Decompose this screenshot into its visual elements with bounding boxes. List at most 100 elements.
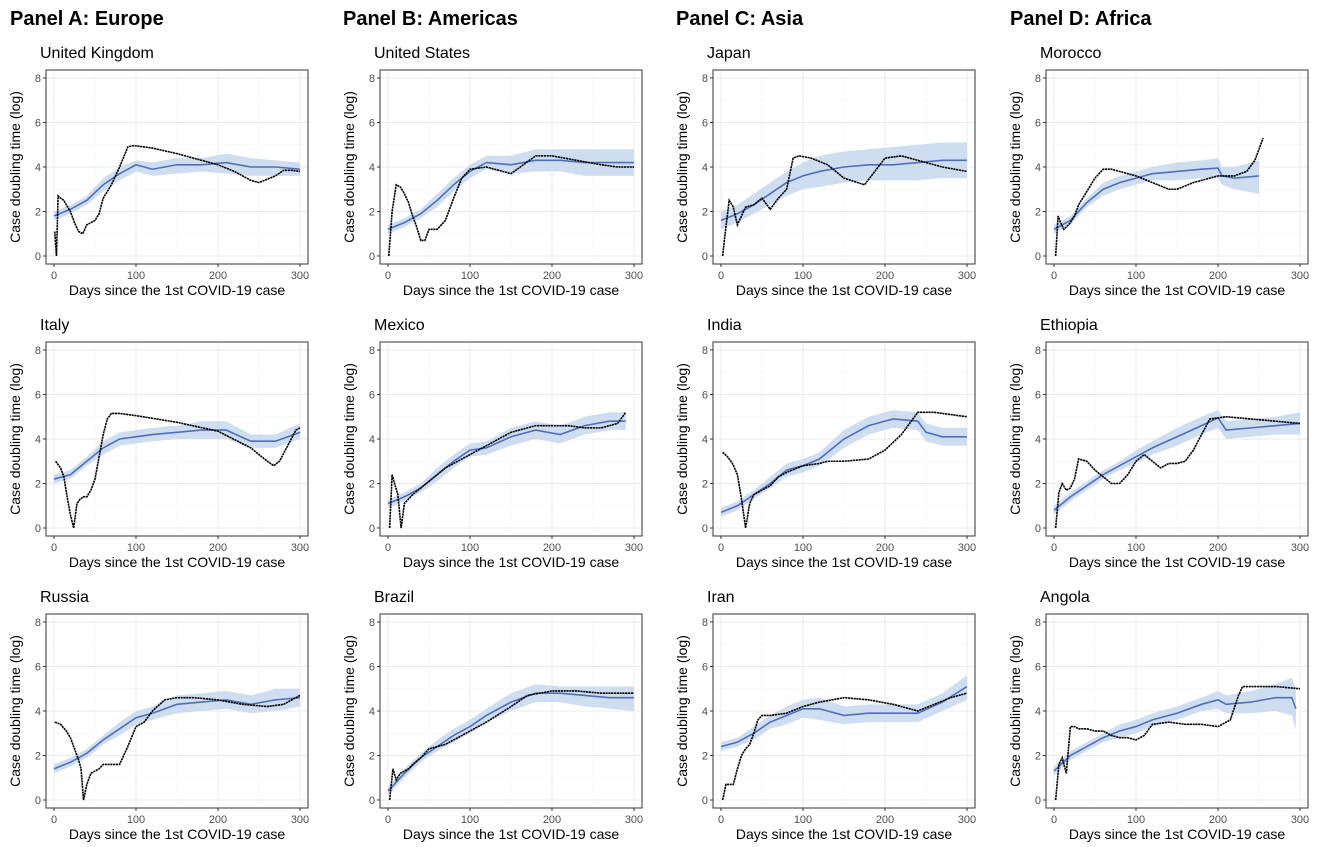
y-axis-title: Case doubling time (log) (1007, 91, 1023, 243)
x-tick-label: 0 (1051, 270, 1057, 282)
y-tick-label: 6 (35, 118, 41, 130)
x-axis-title: Days since the 1st COVID-19 case (403, 282, 620, 298)
y-tick-label: 2 (702, 479, 708, 491)
x-tick-label: 100 (794, 814, 812, 826)
y-tick-label: 2 (369, 207, 375, 219)
y-tick-label: 0 (35, 523, 41, 535)
y-axis-title: Case doubling time (log) (674, 635, 690, 787)
x-tick-label: 100 (1127, 542, 1145, 554)
y-axis-title: Case doubling time (log) (341, 635, 357, 787)
x-tick-label: 100 (461, 270, 479, 282)
x-tick-label: 100 (127, 814, 145, 826)
x-tick-label: 100 (794, 542, 812, 554)
chart-italy: Italy 0 2 4 6 8 0 100 200 300 Days since the 1st C… (7, 317, 309, 570)
y-axis-title: Case doubling time (log) (341, 363, 357, 515)
y-tick-label: 4 (702, 706, 708, 718)
y-tick-label: 8 (1035, 345, 1041, 357)
y-axis-title: Case doubling time (log) (341, 91, 357, 243)
chart-title: Iran (707, 589, 735, 606)
x-tick-label: 0 (51, 814, 57, 826)
chart-title: India (707, 317, 742, 334)
y-tick-label: 8 (702, 617, 708, 629)
y-tick-label: 0 (35, 251, 41, 263)
x-tick-label: 300 (625, 270, 643, 282)
x-tick-label: 300 (1291, 814, 1309, 826)
x-tick-label: 200 (543, 814, 561, 826)
y-tick-label: 6 (1035, 118, 1041, 130)
x-axis-title: Days since the 1st COVID-19 case (1069, 554, 1286, 570)
x-tick-label: 200 (209, 814, 227, 826)
x-tick-label: 0 (718, 814, 724, 826)
chart-russia: Russia 0 2 4 6 8 0 100 200 300 Days since the 1st … (7, 589, 309, 842)
y-tick-label: 4 (1035, 706, 1041, 718)
fitted-line (53, 429, 301, 480)
x-tick-label: 300 (291, 270, 309, 282)
y-tick-label: 0 (702, 523, 708, 535)
confidence-band (54, 688, 300, 774)
y-tick-label: 0 (369, 251, 375, 263)
chart-united-states: United States 0 2 4 6 8 0 100 200 300 Days since t… (341, 45, 643, 298)
y-tick-label: 2 (1035, 751, 1041, 763)
x-tick-label: 100 (127, 542, 145, 554)
x-axis-title: Days since the 1st COVID-19 case (1069, 282, 1286, 298)
observed-line (388, 411, 627, 529)
x-tick-label: 0 (718, 542, 724, 554)
y-tick-label: 4 (369, 162, 375, 174)
chart-title: United Kingdom (40, 45, 154, 62)
confidence-band (54, 153, 300, 221)
y-tick-label: 4 (35, 434, 41, 446)
x-tick-label: 300 (291, 542, 309, 554)
y-tick-label: 0 (702, 251, 708, 263)
chart-title: Angola (1040, 589, 1090, 606)
x-tick-label: 300 (958, 270, 976, 282)
x-tick-label: 0 (1051, 814, 1057, 826)
panel-title: Panel D: Africa (1010, 8, 1152, 30)
chart-title: Mexico (374, 317, 425, 334)
y-tick-label: 2 (702, 751, 708, 763)
confidence-band (388, 149, 634, 234)
y-tick-label: 6 (35, 390, 41, 402)
fitted-line (387, 159, 634, 231)
observed-line (721, 692, 968, 801)
x-axis-title: Days since the 1st COVID-19 case (69, 282, 286, 298)
x-tick-label: 300 (625, 814, 643, 826)
x-tick-label: 300 (1291, 270, 1309, 282)
x-axis-title: Days since the 1st COVID-19 case (403, 826, 620, 842)
x-tick-label: 0 (1051, 542, 1057, 554)
y-tick-label: 4 (369, 706, 375, 718)
y-tick-label: 6 (369, 390, 375, 402)
x-tick-label: 300 (1291, 542, 1309, 554)
y-tick-label: 4 (35, 706, 41, 718)
y-tick-label: 8 (369, 345, 375, 357)
x-tick-label: 0 (51, 542, 57, 554)
y-axis-title: Case doubling time (log) (674, 363, 690, 515)
y-tick-label: 2 (35, 751, 41, 763)
x-tick-label: 100 (461, 542, 479, 554)
x-tick-label: 200 (1209, 814, 1227, 826)
confidence-band (388, 684, 634, 796)
y-tick-label: 2 (35, 207, 41, 219)
chart-iran: Iran 0 2 4 6 8 0 100 200 300 Days since the 1st CO… (674, 589, 976, 842)
x-tick-label: 300 (625, 542, 643, 554)
y-tick-label: 2 (369, 751, 375, 763)
chart-morocco: Morocco 0 2 4 6 8 0 100 200 300 Days since the 1st… (1007, 45, 1309, 298)
chart-title: Ethiopia (1040, 317, 1098, 334)
x-tick-label: 0 (385, 814, 391, 826)
y-tick-label: 4 (1035, 434, 1041, 446)
confidence-band (54, 421, 300, 484)
x-axis-title: Days since the 1st COVID-19 case (69, 826, 286, 842)
chart-title: Morocco (1040, 45, 1101, 62)
y-axis-title: Case doubling time (log) (1007, 363, 1023, 515)
y-tick-label: 4 (702, 434, 708, 446)
x-axis-title: Days since the 1st COVID-19 case (69, 554, 286, 570)
y-tick-label: 8 (702, 73, 708, 85)
chart-japan: Japan 0 2 4 6 8 0 100 200 300 Days since the 1st C… (674, 45, 976, 298)
observed-line (388, 155, 634, 257)
x-tick-label: 100 (1127, 270, 1145, 282)
y-tick-label: 0 (1035, 251, 1041, 263)
x-tick-label: 0 (51, 270, 57, 282)
chart-title: Brazil (374, 589, 414, 606)
x-tick-label: 100 (461, 814, 479, 826)
y-tick-label: 2 (702, 207, 708, 219)
observed-line (722, 411, 968, 529)
